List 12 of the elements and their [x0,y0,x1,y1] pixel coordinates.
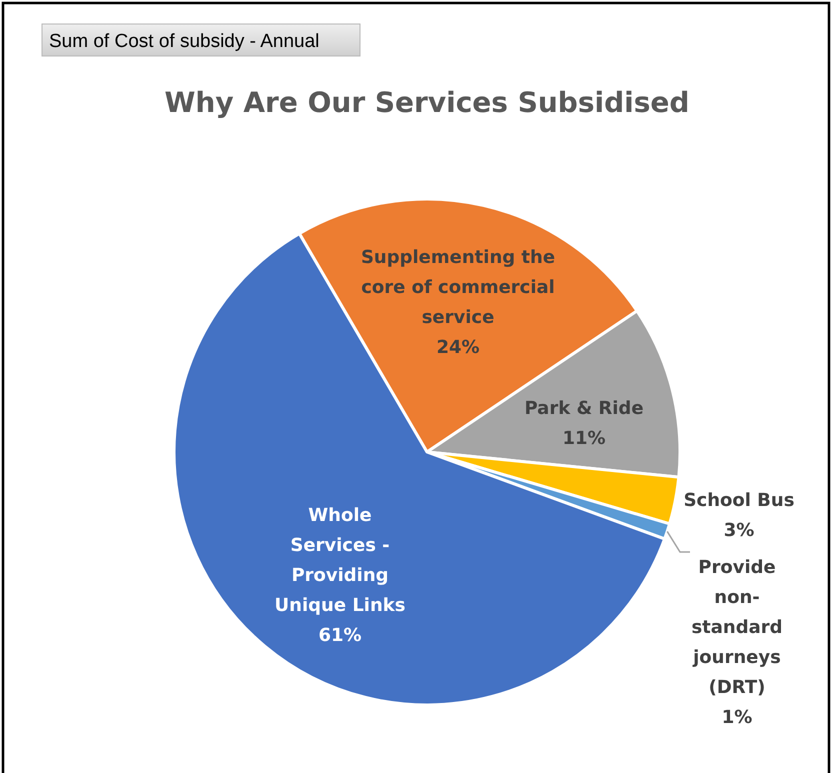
chart-subtitle: Sum of Cost of subsidy - Annual [49,31,320,52]
data-label: 11% [562,428,606,449]
slice-label: Whole Services - Providing Unique Links [274,505,406,616]
slice-label: Provide non-standard journeys (DRT) [691,557,783,698]
data-label: 3% [724,520,754,541]
data-label: 61% [318,625,362,646]
data-label: 24% [436,337,480,358]
slice-label: Supplementing the core of commercial service [360,247,556,328]
slice-label: Park & Ride [524,398,644,419]
chart-title: Why Are Our Services Subsidised [164,86,690,119]
slice-label: School Bus [684,490,794,511]
data-label: 1% [722,707,752,728]
